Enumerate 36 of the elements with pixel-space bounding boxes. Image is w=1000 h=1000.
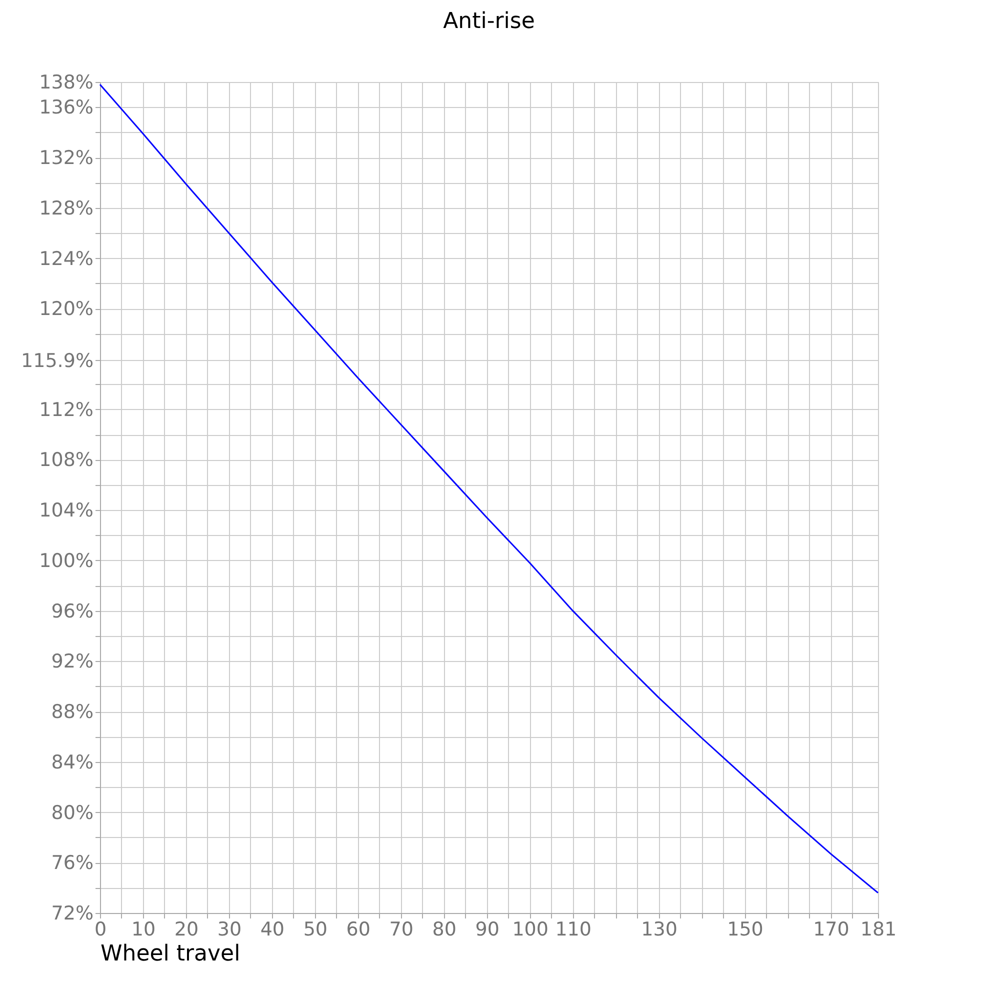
x-tick-label: 150 <box>727 918 764 940</box>
x-tick-label: 20 <box>174 918 199 940</box>
y-tick-label: 128% <box>39 197 94 220</box>
y-tick-label: 84% <box>51 751 94 774</box>
chart-title: Anti-rise <box>443 9 535 34</box>
y-tick-label: 76% <box>51 852 94 874</box>
x-tick-label: 0 <box>94 918 107 940</box>
x-tick-label: 60 <box>346 918 370 940</box>
y-tick-label: 96% <box>51 600 94 622</box>
x-tick-label: 40 <box>260 918 285 940</box>
x-tick-label: 130 <box>641 918 678 940</box>
x-tick-label: 50 <box>303 918 328 940</box>
y-tick-label: 138% <box>39 72 94 94</box>
x-axis-title: Wheel travel <box>100 942 240 966</box>
x-tick-label: 170 <box>813 918 850 940</box>
y-tick-label: 104% <box>39 500 94 522</box>
y-tick-label: 115.9% <box>21 350 94 372</box>
y-tick-label: 136% <box>39 96 94 119</box>
y-tick-label: 92% <box>51 650 94 673</box>
y-tick-label: 112% <box>39 398 94 421</box>
x-tick-label: 181 <box>860 918 897 940</box>
y-tick-label: 72% <box>51 902 94 924</box>
y-tick-label: 80% <box>51 802 94 824</box>
x-tick-label: 110 <box>555 918 592 940</box>
x-tick-label: 90 <box>475 918 500 940</box>
x-tick-label: 80 <box>432 918 456 940</box>
x-tick-label: 10 <box>131 918 156 940</box>
x-tick-label: 100 <box>512 918 548 940</box>
y-tick-label: 124% <box>39 248 94 270</box>
x-tick-label: 70 <box>389 918 414 940</box>
y-tick-label: 132% <box>39 147 94 170</box>
y-tick-label: 120% <box>39 298 94 320</box>
y-tick-label: 88% <box>51 701 94 724</box>
x-tick-label: 30 <box>217 918 242 940</box>
y-tick-label: 108% <box>39 449 94 472</box>
y-tick-label: 100% <box>39 550 94 572</box>
